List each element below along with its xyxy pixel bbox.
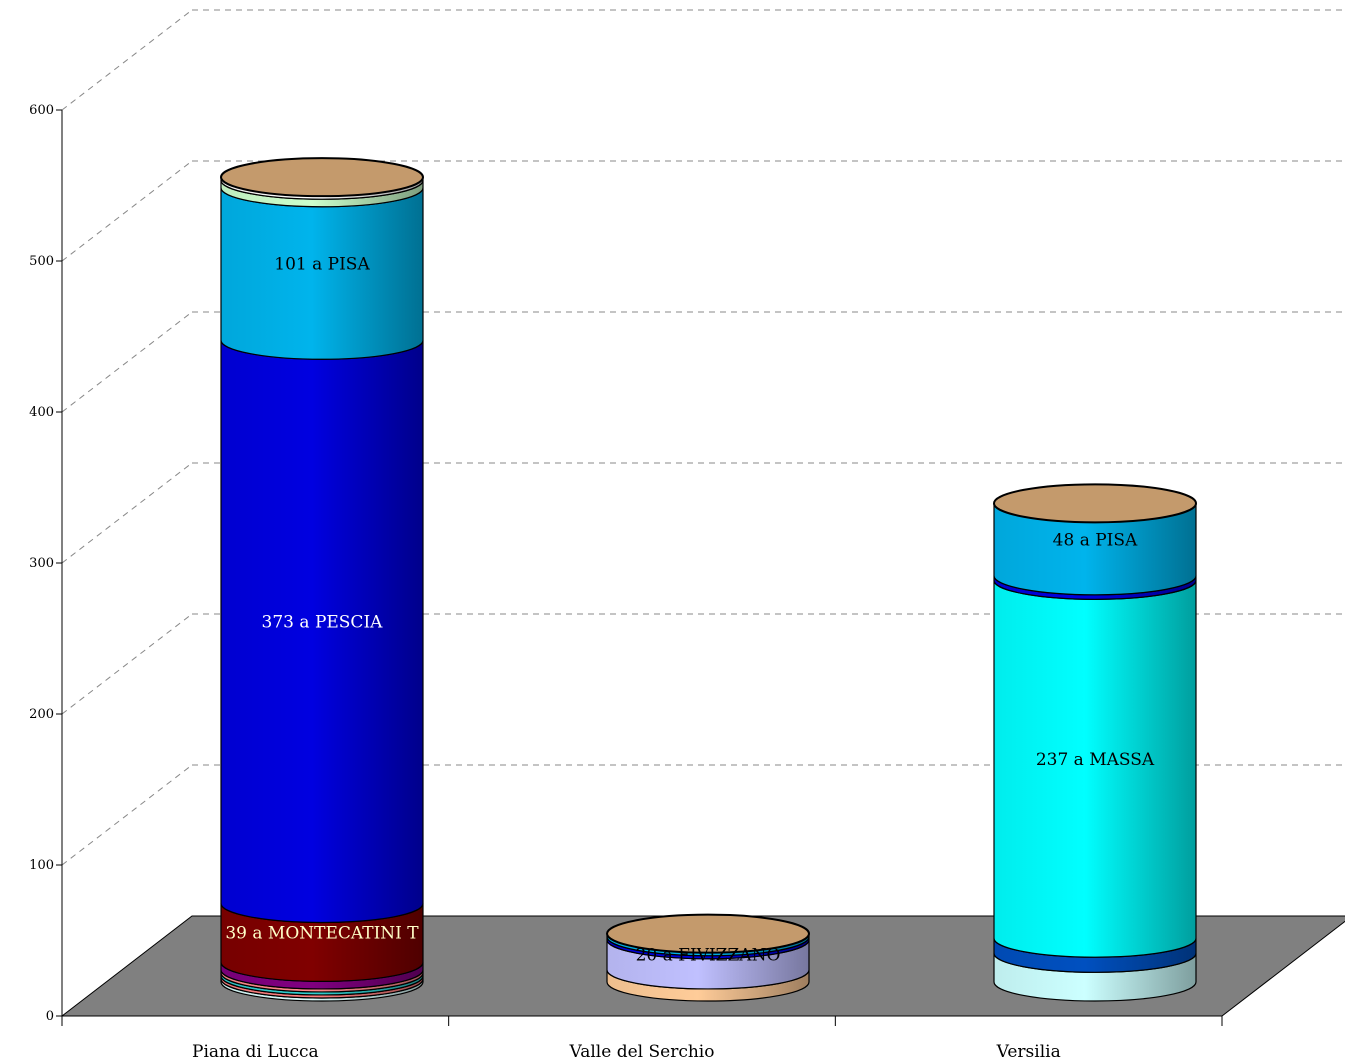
side-gridline — [61, 613, 193, 715]
side-gridline — [61, 311, 193, 413]
cylinder-top — [993, 483, 1197, 524]
cylinder-top — [606, 913, 810, 954]
segment-data-label: 373 a PESCIA — [262, 613, 384, 633]
x-category-label: Valle del Serchio — [569, 1042, 715, 1062]
x-category-label: Piana di Lucca — [192, 1042, 319, 1062]
segment-data-label: 20 a FIVIZZANO — [636, 946, 781, 966]
segment-data-label: 48 a PISA — [1053, 530, 1138, 550]
y-tick-label: 600 — [29, 103, 54, 118]
segment-data-label: 101 a PISA — [274, 255, 370, 275]
side-gridline — [61, 9, 193, 111]
cylinder-top — [220, 157, 424, 198]
y-tick-label: 300 — [29, 556, 54, 571]
y-tick-label: 0 — [46, 1009, 54, 1024]
data-labels: 39 a MONTECATINI T 373 a PESCIA 101 a PISA… — [225, 255, 1155, 966]
y-tick-label: 400 — [29, 405, 54, 420]
axes: 0 100 200 300 400 500 600 Piana di Lucca Valle d… — [29, 103, 1223, 1062]
side-gridline — [61, 764, 193, 866]
segment-data-label: 39 a MONTECATINI T — [225, 924, 419, 944]
side-gridline — [61, 462, 193, 564]
y-tick-label: 500 — [29, 254, 54, 269]
cylinders — [220, 157, 1197, 1002]
cylinder-2 — [993, 483, 1197, 1002]
cylinder-1 — [606, 913, 810, 1002]
y-tick-label: 200 — [29, 707, 54, 722]
segment-data-label: 237 a MASSA — [1036, 750, 1155, 770]
side-gridline — [61, 160, 193, 262]
cylinder-0 — [220, 157, 424, 1002]
x-category-label: Versilia — [996, 1042, 1061, 1062]
y-tick-label: 100 — [29, 858, 54, 873]
